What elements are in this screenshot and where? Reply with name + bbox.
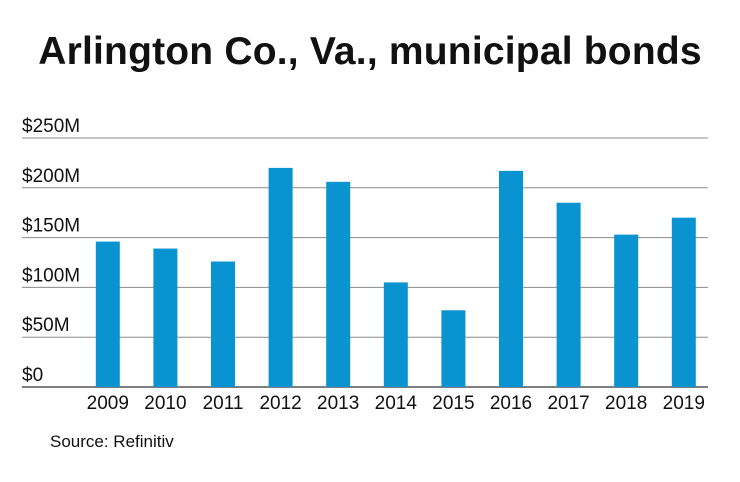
x-axis-labels: 2009 2010 2011 2012 2013 2014 2015 2016 2017 2018… — [87, 393, 705, 414]
x-tick-label: 2009 — [87, 393, 129, 414]
y-tick-label: $0 — [22, 365, 43, 386]
x-tick-label: 2011 — [203, 393, 244, 414]
y-axis-labels: $0 $50M $100M $150M $200M $250M — [22, 116, 80, 386]
gridlines — [22, 137, 708, 388]
bars — [95, 167, 696, 387]
y-tick-label: $250M — [22, 116, 80, 137]
x-tick-label: 2012 — [259, 393, 301, 414]
bar — [326, 181, 351, 387]
bar — [441, 310, 466, 387]
y-tick-label: $150M — [22, 216, 80, 237]
x-tick-label: 2010 — [144, 393, 186, 414]
bar — [614, 234, 639, 387]
x-tick-label: 2016 — [490, 393, 532, 414]
x-tick-label: 2018 — [605, 393, 647, 414]
chart-title: Arlington Co., Va., municipal bonds — [38, 30, 702, 73]
x-tick-label: 2015 — [432, 393, 474, 414]
bar — [499, 170, 523, 387]
source-note: Source: Refinitiv — [50, 432, 174, 451]
y-tick-label: $50M — [22, 315, 70, 336]
x-tick-label: 2019 — [663, 393, 705, 414]
y-tick-label: $100M — [22, 265, 80, 286]
bar — [153, 248, 178, 387]
x-tick-label: 2013 — [317, 393, 359, 414]
bar — [556, 202, 581, 387]
y-tick-label: $200M — [22, 166, 80, 187]
x-tick-label: 2014 — [375, 393, 418, 414]
bar — [671, 217, 696, 387]
bar — [268, 167, 293, 387]
bar — [211, 261, 235, 387]
bar — [383, 282, 408, 387]
bar — [95, 241, 120, 387]
x-tick-label: 2017 — [547, 393, 589, 414]
